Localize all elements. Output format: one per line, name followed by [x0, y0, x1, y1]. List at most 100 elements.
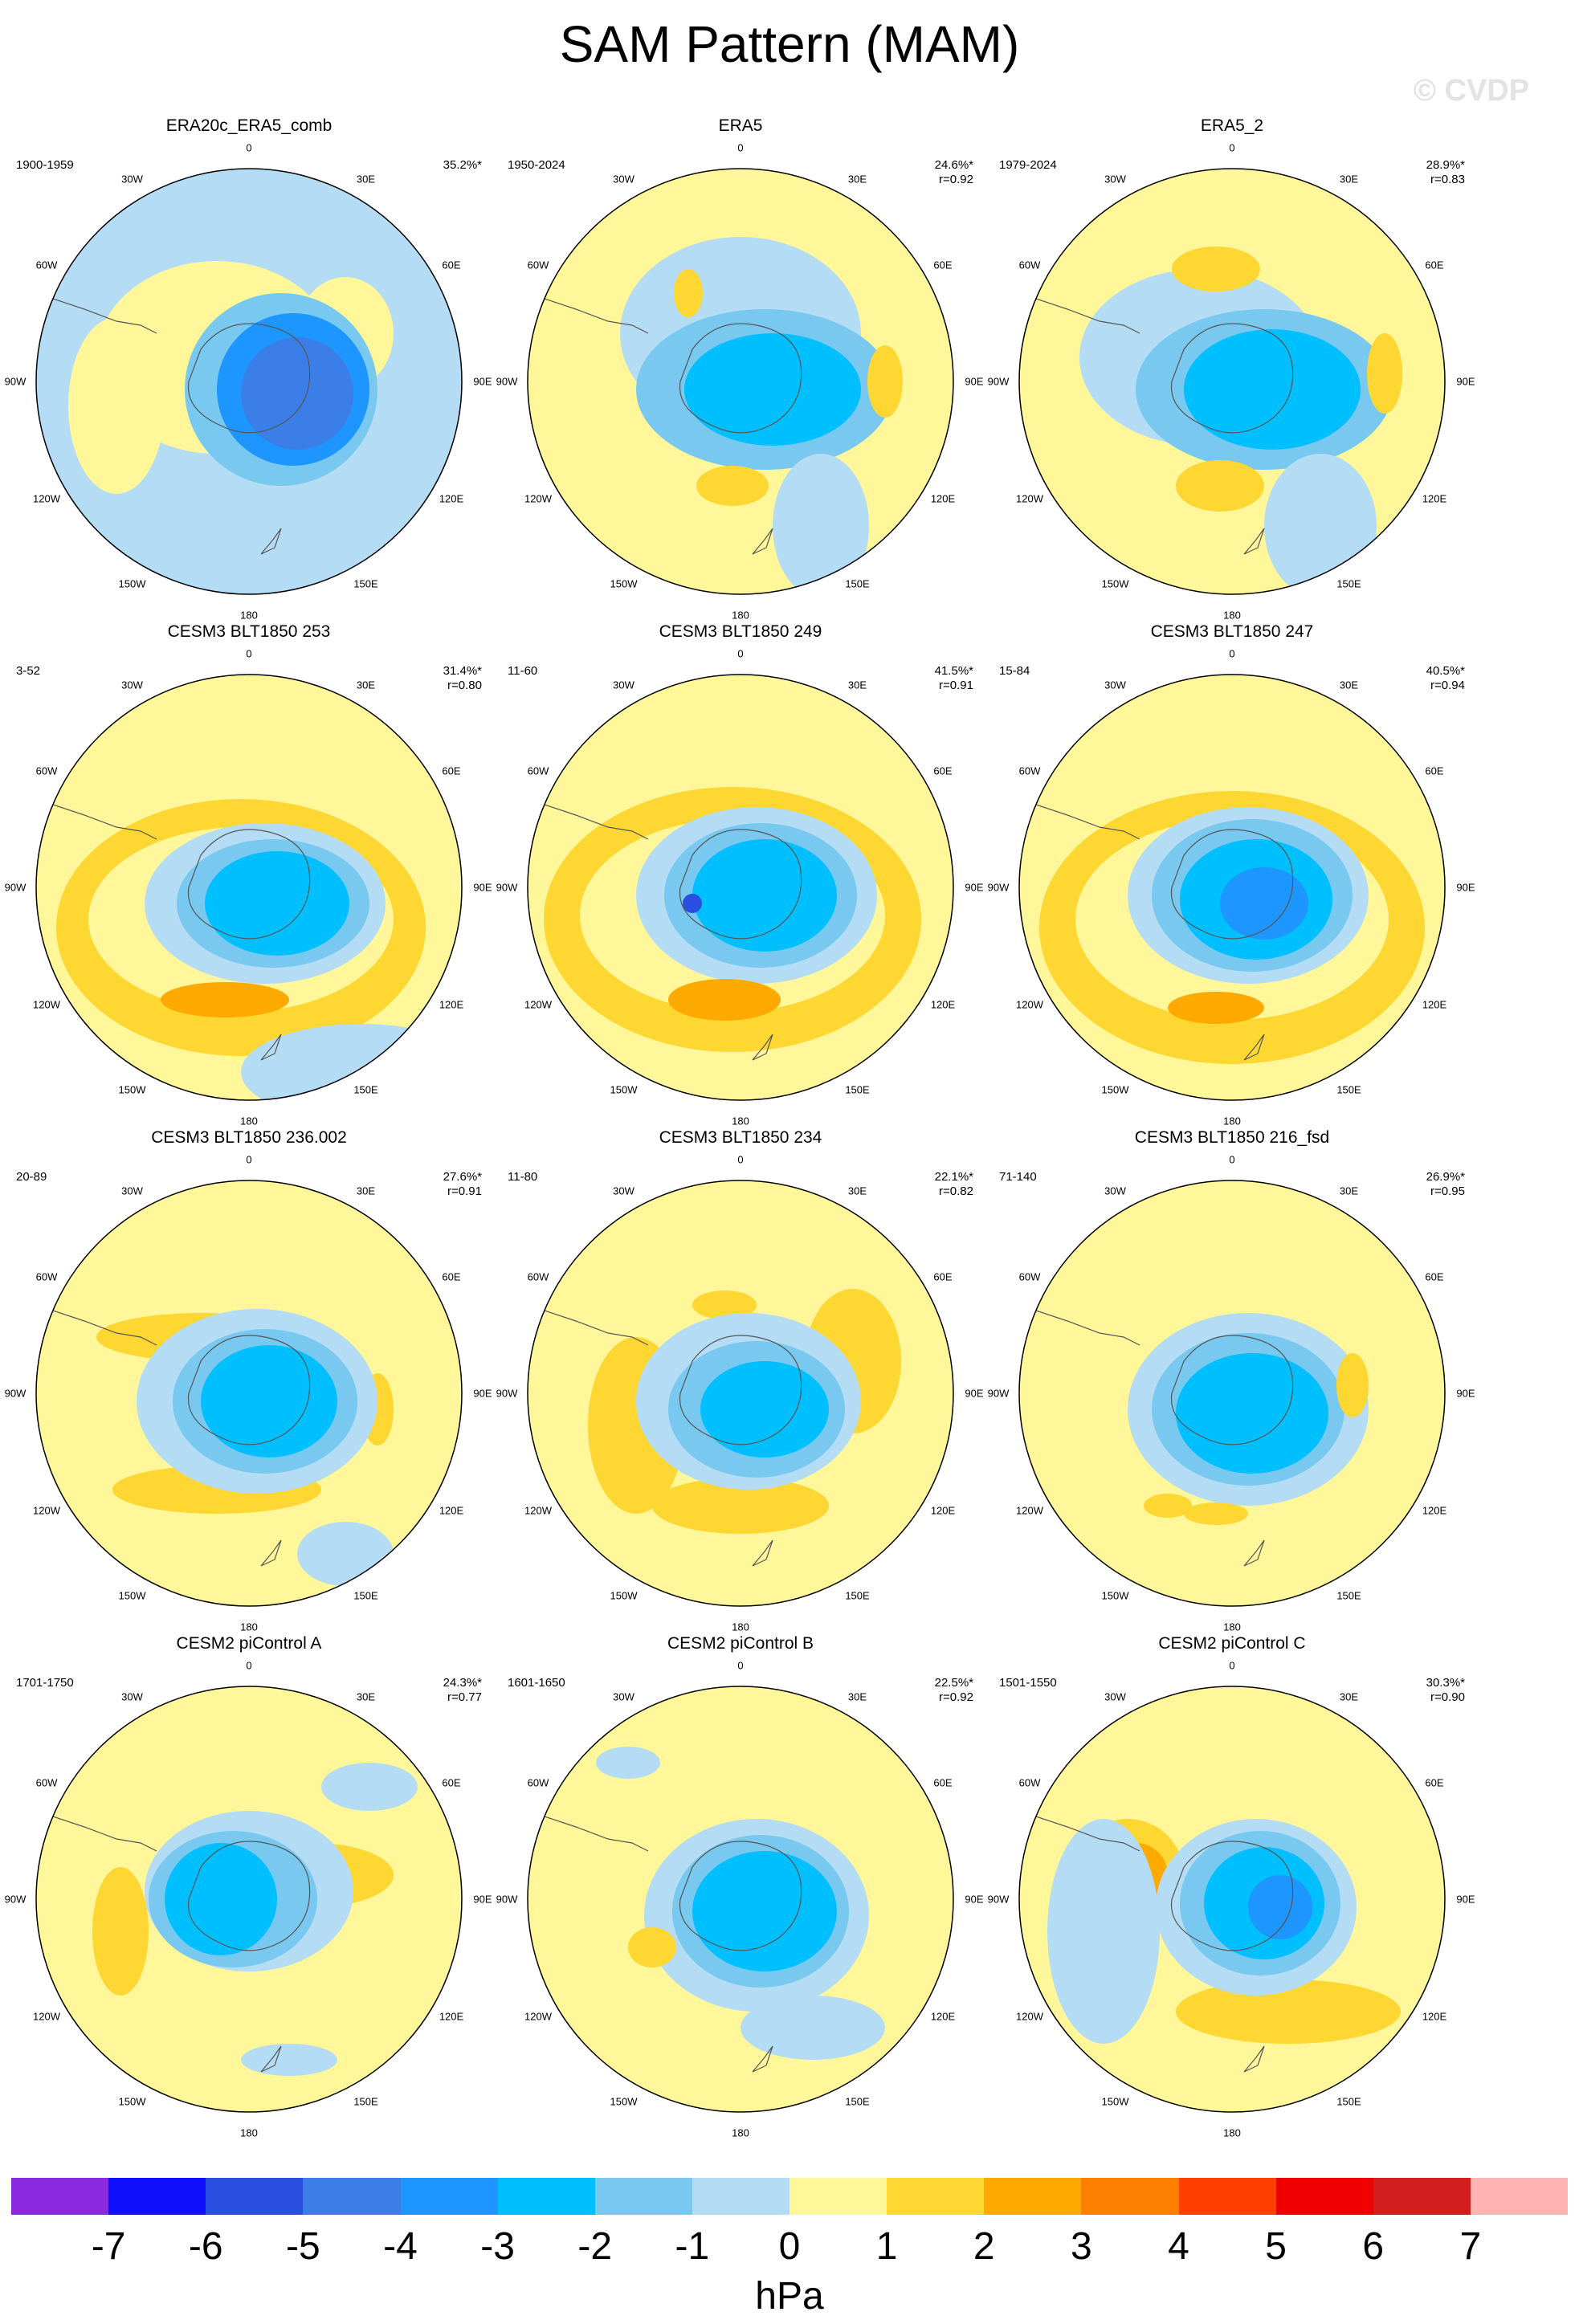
pressure-contour-region	[741, 1996, 885, 2060]
antarctica-coastline	[1170, 1335, 1294, 1445]
longitude-label: 0	[737, 1153, 744, 1166]
colorbar-tick-label: 1	[875, 2225, 898, 2268]
new-zealand-coastline	[1243, 1034, 1265, 1061]
panel-stats: 22.1%* r=0.82	[935, 1170, 973, 1199]
longitude-label: 180	[1223, 1621, 1241, 1633]
colorbar-swatch	[1081, 2178, 1179, 2215]
panel-title: ERA5_2	[1200, 116, 1264, 135]
new-zealand-coastline	[752, 528, 773, 555]
south-america-coastline	[1019, 798, 1140, 840]
longitude-label: 60E	[1425, 259, 1444, 271]
map-boundary	[35, 1686, 463, 2113]
panel-correlation: r=0.77	[447, 1690, 482, 1704]
colorbar	[11, 2178, 1568, 2215]
pressure-contour-region	[1144, 1494, 1192, 1518]
polar-map	[1018, 1180, 1446, 1607]
longitude-label: 150E	[845, 2095, 870, 2108]
longitude-label: 90E	[965, 1893, 984, 1906]
antarctica-coastline	[187, 1841, 311, 1951]
longitude-label: 120W	[1016, 492, 1043, 504]
longitude-label: 60E	[933, 1270, 953, 1282]
map-panel: CESM3 BLT1850 249 11-60 41.5%* r=0.91 0 30E 60…	[492, 622, 989, 1127]
panel-variance: 35.2%*	[443, 158, 482, 172]
pressure-contour-region	[668, 979, 781, 1021]
panel-stats: 24.3%* r=0.77	[443, 1676, 482, 1705]
panel-title: CESM2 piControl C	[1158, 1634, 1306, 1653]
longitude-label: 150W	[118, 1589, 146, 1602]
colorbar-swatch	[206, 2178, 304, 2215]
panel-variance: 40.5%*	[1426, 664, 1465, 678]
pressure-contour-region	[692, 1851, 837, 1971]
polar-map	[527, 1686, 954, 2113]
longitude-label: 30W	[121, 173, 143, 186]
longitude-label: 180	[240, 2126, 258, 2139]
pressure-contour-region	[1264, 454, 1377, 594]
pressure-contour-region	[692, 1290, 757, 1319]
polar-map	[527, 168, 954, 595]
longitude-label: 90E	[965, 881, 984, 894]
longitude-label: 30W	[613, 1184, 634, 1197]
longitude-label: 90E	[473, 1893, 492, 1906]
colorbar-swatch	[887, 2178, 985, 2215]
panel-title: CESM3 BLT1850 216_fsd	[1134, 1128, 1330, 1147]
panel-year-range: 1701-1750	[16, 1676, 74, 1690]
pressure-contour-region	[297, 1522, 394, 1586]
pressure-contour-region	[1184, 329, 1361, 450]
longitude-label: 120E	[1422, 2010, 1447, 2022]
south-america-coastline	[528, 798, 649, 840]
colorbar-tick-label: 5	[1265, 2225, 1287, 2268]
map-panel: CESM3 BLT1850 253 3-52 31.4%* r=0.80 0 30E 60E…	[0, 622, 498, 1127]
map-panel: CESM2 piControl B 1601-1650 22.5%* r=0.92 0 3…	[492, 1634, 989, 2139]
longitude-label: 60E	[442, 1776, 461, 1788]
panel-title: CESM2 piControl B	[667, 1634, 814, 1653]
panel-stats: 30.3%* r=0.90	[1426, 1676, 1465, 1705]
longitude-label: 150W	[610, 577, 638, 590]
south-america-coastline	[36, 1304, 157, 1346]
longitude-label: 150E	[1336, 2095, 1361, 2108]
longitude-label: 30E	[356, 1690, 376, 1703]
longitude-label: 30W	[121, 1184, 143, 1197]
longitude-label: 60E	[442, 1270, 461, 1282]
longitude-label: 150E	[1336, 1083, 1361, 1096]
panel-stats: 41.5%* r=0.91	[935, 664, 973, 693]
longitude-label: 60E	[1425, 1270, 1444, 1282]
longitude-label: 90W	[987, 375, 1010, 388]
colorbar-tick-label: 3	[1071, 2225, 1092, 2268]
watermark: © CVDP	[1414, 74, 1530, 108]
longitude-label: 120E	[930, 998, 956, 1010]
longitude-label: 0	[737, 647, 744, 660]
longitude-label: 180	[732, 1115, 749, 1127]
longitude-label: 60W	[35, 1776, 58, 1788]
antarctica-coastline	[679, 1841, 802, 1951]
map-boundary	[527, 1686, 954, 2113]
map-panel: ERA20c_ERA5_comb 1900-1959 35.2%* 0 30E 60E 90…	[0, 116, 498, 622]
longitude-label: 0	[246, 1659, 252, 1672]
pressure-contour-region	[1168, 992, 1264, 1024]
longitude-label: 150E	[845, 1589, 870, 1602]
south-america-coastline	[1019, 1810, 1140, 1852]
longitude-label: 60W	[1018, 259, 1041, 271]
longitude-label: 60W	[527, 764, 549, 777]
polar-map	[35, 168, 463, 595]
longitude-label: 180	[240, 1621, 258, 1633]
new-zealand-coastline	[1243, 2045, 1265, 2073]
longitude-label: 120W	[33, 998, 60, 1010]
colorbar-swatch	[11, 2178, 109, 2215]
panel-year-range: 1501-1550	[999, 1676, 1057, 1690]
map-boundary	[527, 1180, 954, 1607]
panel-variance: 24.6%*	[934, 158, 973, 172]
longitude-label: 180	[1223, 609, 1241, 622]
longitude-label: 60E	[933, 1776, 953, 1788]
longitude-label: 120E	[1422, 998, 1447, 1010]
colorbar-units: hPa	[755, 2275, 824, 2318]
pressure-contour-region	[700, 1361, 829, 1458]
longitude-label: 180	[240, 1115, 258, 1127]
colorbar-tick-label: 4	[1168, 2225, 1189, 2268]
panel-title: CESM3 BLT1850 234	[659, 1128, 822, 1147]
new-zealand-coastline	[260, 1539, 282, 1567]
pressure-contour-region	[684, 333, 861, 446]
longitude-label: 60E	[933, 764, 953, 777]
longitude-label: 0	[1229, 1153, 1235, 1166]
longitude-label: 0	[1229, 647, 1235, 660]
map-panel: CESM3 BLT1850 247 15-84 40.5%* r=0.94 0 30E 60…	[983, 622, 1481, 1127]
